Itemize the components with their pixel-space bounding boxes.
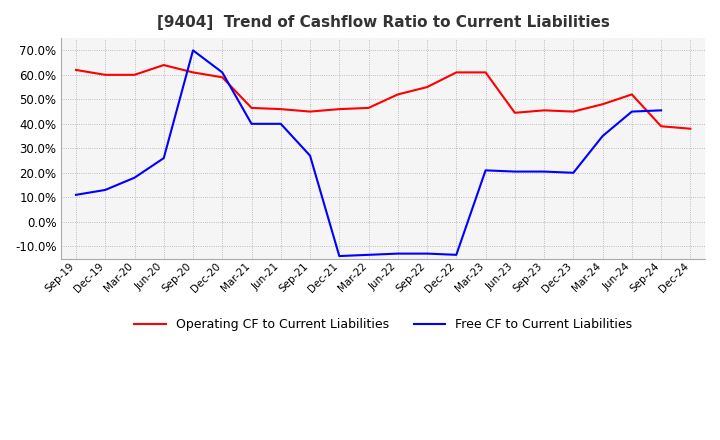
Operating CF to Current Liabilities — [394, 92, 402, 97]
Operating CF to Current Liabilities — [72, 67, 81, 73]
Operating CF to Current Liabilities — [276, 106, 285, 112]
Free CF to Current Liabilities — [510, 169, 519, 174]
Operating CF to Current Liabilities — [306, 109, 315, 114]
Operating CF to Current Liabilities — [189, 70, 197, 75]
Operating CF to Current Liabilities — [364, 105, 373, 110]
Operating CF to Current Liabilities — [247, 105, 256, 110]
Free CF to Current Liabilities — [423, 251, 431, 256]
Free CF to Current Liabilities — [130, 175, 139, 180]
Operating CF to Current Liabilities — [657, 124, 665, 129]
Free CF to Current Liabilities — [72, 192, 81, 198]
Free CF to Current Liabilities — [452, 252, 461, 257]
Operating CF to Current Liabilities — [510, 110, 519, 115]
Operating CF to Current Liabilities — [481, 70, 490, 75]
Free CF to Current Liabilities — [394, 251, 402, 256]
Line: Operating CF to Current Liabilities: Operating CF to Current Liabilities — [76, 65, 690, 129]
Operating CF to Current Liabilities — [452, 70, 461, 75]
Free CF to Current Liabilities — [657, 108, 665, 113]
Operating CF to Current Liabilities — [335, 106, 343, 112]
Line: Free CF to Current Liabilities: Free CF to Current Liabilities — [76, 50, 661, 256]
Free CF to Current Liabilities — [569, 170, 577, 176]
Free CF to Current Liabilities — [306, 153, 315, 158]
Operating CF to Current Liabilities — [423, 84, 431, 90]
Free CF to Current Liabilities — [364, 252, 373, 257]
Legend: Operating CF to Current Liabilities, Free CF to Current Liabilities: Operating CF to Current Liabilities, Fre… — [130, 313, 637, 336]
Operating CF to Current Liabilities — [130, 72, 139, 77]
Free CF to Current Liabilities — [481, 168, 490, 173]
Operating CF to Current Liabilities — [686, 126, 695, 132]
Free CF to Current Liabilities — [598, 133, 607, 139]
Free CF to Current Liabilities — [276, 121, 285, 126]
Operating CF to Current Liabilities — [628, 92, 636, 97]
Free CF to Current Liabilities — [218, 70, 227, 75]
Free CF to Current Liabilities — [247, 121, 256, 126]
Title: [9404]  Trend of Cashflow Ratio to Current Liabilities: [9404] Trend of Cashflow Ratio to Curren… — [157, 15, 610, 30]
Operating CF to Current Liabilities — [218, 75, 227, 80]
Operating CF to Current Liabilities — [598, 102, 607, 107]
Operating CF to Current Liabilities — [159, 62, 168, 68]
Operating CF to Current Liabilities — [540, 108, 549, 113]
Operating CF to Current Liabilities — [101, 72, 109, 77]
Free CF to Current Liabilities — [540, 169, 549, 174]
Free CF to Current Liabilities — [189, 48, 197, 53]
Free CF to Current Liabilities — [628, 109, 636, 114]
Operating CF to Current Liabilities — [569, 109, 577, 114]
Free CF to Current Liabilities — [335, 253, 343, 259]
Free CF to Current Liabilities — [101, 187, 109, 193]
Free CF to Current Liabilities — [159, 155, 168, 161]
